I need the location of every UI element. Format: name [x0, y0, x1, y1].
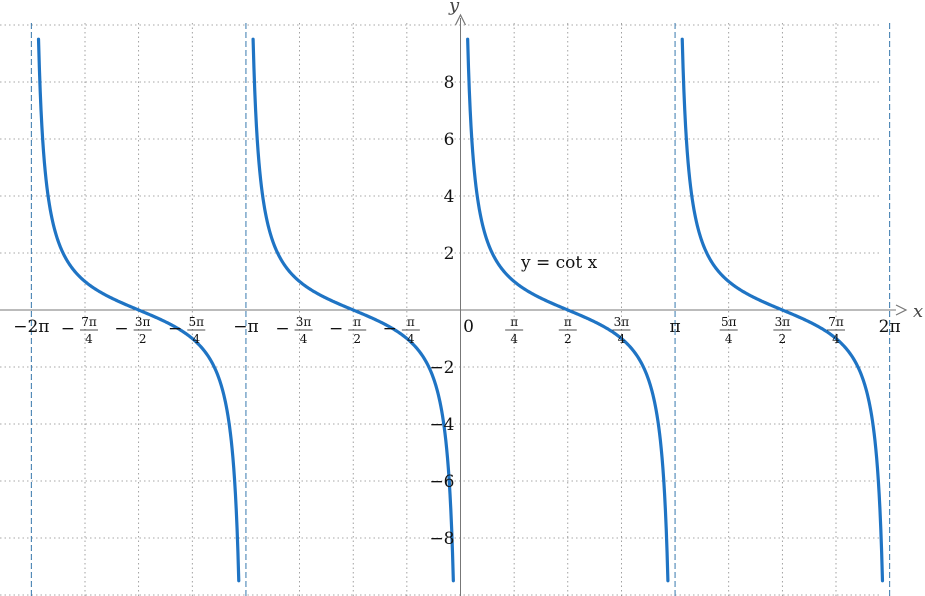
x-tick-denominator: 4 — [192, 332, 200, 346]
y-axis-label: y — [448, 0, 460, 16]
x-tick-label-fraction: 5π4 — [719, 315, 738, 346]
y-tick-label: 2 — [444, 244, 455, 264]
x-tick-denominator: 4 — [85, 332, 93, 346]
x-tick-minus: − — [61, 319, 75, 339]
x-tick-label-fraction: −5π 4 — [168, 315, 206, 346]
x-tick-label: −2π — [13, 317, 49, 337]
x-tick-numerator: 5π — [189, 315, 205, 329]
function-annotation: y = cot x — [520, 253, 598, 273]
x-tick-label-fraction: 3π4 — [612, 315, 631, 346]
y-tick-label: −8 — [429, 529, 454, 549]
x-tick-denominator: 2 — [779, 332, 787, 346]
x-tick-denominator: 4 — [832, 332, 840, 346]
x-tick-denominator: 4 — [725, 332, 733, 346]
x-tick-label-fraction: −3π 2 — [114, 315, 152, 346]
x-tick-numerator: π — [564, 315, 572, 329]
x-tick-denominator: 4 — [618, 332, 626, 346]
x-tick-label-fraction: 3π2 — [773, 315, 792, 346]
x-tick-minus: − — [329, 319, 343, 339]
x-axis-label: x — [913, 301, 923, 322]
x-tick-numerator: π — [407, 315, 415, 329]
x-tick-label-fraction: 7π4 — [826, 315, 845, 346]
y-tick-label: 4 — [444, 187, 455, 207]
y-tick-label: −6 — [429, 472, 454, 492]
cot-branch-4 — [680, 37, 885, 583]
x-tick-minus: − — [383, 319, 397, 339]
x-tick-numerator: π — [353, 315, 361, 329]
y-axis-arrow — [454, 13, 467, 26]
x-tick-denominator: 4 — [510, 332, 518, 346]
x-tick-label-fraction: π2 — [558, 315, 577, 346]
x-tick-numerator: 5π — [721, 315, 737, 329]
y-tick-label: 6 — [444, 130, 455, 150]
x-tick-numerator: π — [510, 315, 518, 329]
x-tick-label-fraction: −7π 4 — [61, 315, 99, 346]
x-tick-label-fraction: −3π 4 — [275, 315, 313, 346]
x-axis-arrow — [895, 304, 908, 316]
x-tick-denominator: 4 — [407, 332, 415, 346]
x-tick-numerator: 3π — [135, 315, 151, 329]
y-tick-label: 8 — [444, 73, 455, 93]
curves — [36, 37, 885, 583]
x-tick-minus: − — [275, 319, 289, 339]
x-tick-label-fraction: − π 4 — [383, 315, 420, 346]
x-tick-denominator: 2 — [353, 332, 361, 346]
x-tick-numerator: 3π — [296, 315, 312, 329]
axes — [0, 13, 908, 596]
x-tick-label: −π — [233, 317, 258, 337]
x-tick-numerator: 3π — [614, 315, 630, 329]
x-tick-denominator: 4 — [300, 332, 308, 346]
x-tick-numerator: 7π — [828, 315, 844, 329]
x-tick-denominator: 2 — [564, 332, 572, 346]
x-tick-minus: − — [168, 319, 182, 339]
x-tick-label-fraction: π4 — [505, 315, 524, 346]
y-tick-label: −4 — [429, 415, 454, 435]
cot-branch-1 — [36, 37, 241, 583]
cot-branch-3 — [466, 37, 670, 583]
x-tick-minus: − — [114, 319, 128, 339]
x-tick-label: 2π — [879, 317, 901, 337]
cot-branch-2 — [251, 37, 455, 583]
x-tick-numerator: 7π — [81, 315, 97, 329]
x-tick-numerator: 3π — [775, 315, 791, 329]
x-tick-label: π — [669, 317, 680, 337]
x-tick-label-fraction: − π 2 — [329, 315, 367, 346]
x-tick-denominator: 2 — [139, 332, 147, 346]
y-tick-label: −2 — [429, 358, 454, 378]
x-tick-label: 0 — [463, 317, 474, 337]
